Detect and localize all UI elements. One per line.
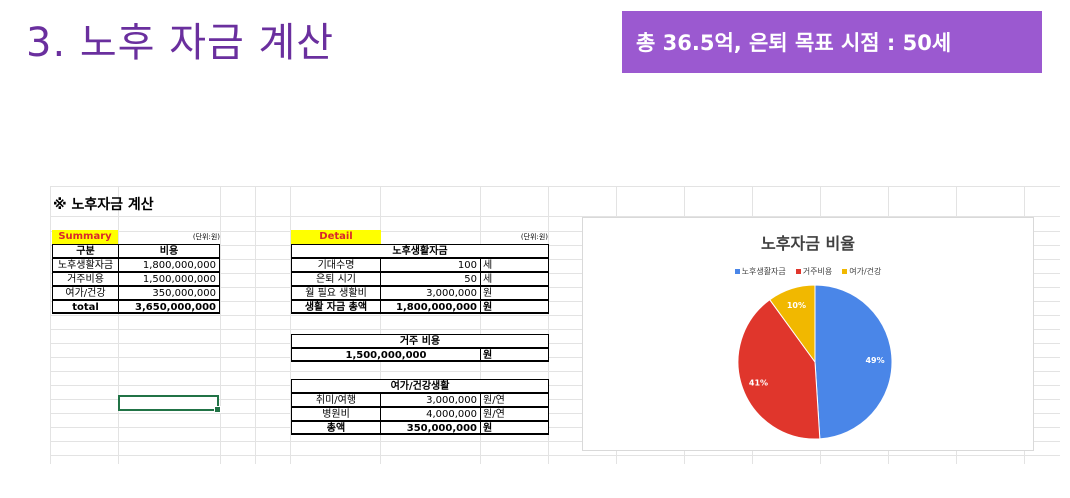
- summary-row-label: 거주비용: [52, 272, 119, 286]
- living-row-unit: 세: [480, 272, 549, 286]
- living-total-value: 1,800,000,000: [380, 300, 481, 314]
- summary-total-label: total: [52, 300, 119, 314]
- living-row-value: 100: [380, 258, 481, 272]
- leisure-row-label: 병원비: [291, 407, 381, 421]
- living-row-value: 3,000,000: [380, 286, 481, 300]
- summary-unit: (단위:원): [192, 233, 220, 241]
- leisure-total-unit: 원: [480, 421, 549, 435]
- pie-data-label: 49%: [865, 356, 884, 365]
- legend-label: 거주비용: [802, 267, 833, 276]
- legend-item: 여가/건강: [842, 266, 881, 277]
- living-total-label: 생활 자금 총액: [291, 300, 381, 314]
- pie-slice[interactable]: [737, 299, 821, 440]
- spreadsheet[interactable]: ※ 노후자금 계산 Summary (단위:원) 구분 비용 노후생활자금 1,…: [50, 186, 1060, 466]
- leisure-total-label: 총액: [291, 421, 381, 435]
- living-row-unit: 원: [480, 286, 549, 300]
- living-row-label: 월 필요 생활비: [291, 286, 381, 300]
- living-row-label: 기대수명: [291, 258, 381, 272]
- legend-label: 노후생활자금: [741, 267, 786, 276]
- housing-unit: 원: [480, 348, 549, 362]
- summary-row-value: 350,000,000: [118, 286, 220, 300]
- legend-item: 노후생활자금: [734, 266, 786, 277]
- summary-header-category: 구분: [52, 244, 119, 258]
- living-total-unit: 원: [480, 300, 549, 314]
- summary-total-value: 3,650,000,000: [118, 300, 220, 314]
- leisure-row-unit: 원/연: [480, 393, 549, 407]
- pie-slice[interactable]: [814, 284, 893, 440]
- sheet-title: ※ 노후자금 계산: [53, 197, 154, 213]
- summary-banner: 총 36.5억, 은퇴 목표 시점 : 50세: [622, 11, 1042, 73]
- pie-chart[interactable]: 노후자금 비율 노후생활자금 거주비용 여가/건강 49% 41% 10%: [582, 217, 1034, 451]
- leisure-header: 여가/건강생활: [291, 379, 549, 393]
- detail-unit: (단위:원): [520, 233, 548, 241]
- legend-swatch: [795, 269, 801, 274]
- pie-data-label: 10%: [787, 301, 806, 310]
- page-title: 3. 노후 자금 계산: [26, 20, 335, 66]
- legend-swatch: [734, 269, 740, 274]
- leisure-row-unit: 원/연: [480, 407, 549, 421]
- pie-slice[interactable]: [769, 284, 816, 364]
- leisure-total-value: 350,000,000: [380, 421, 481, 435]
- leisure-row-label: 취미/여행: [291, 393, 381, 407]
- summary-row-label: 여가/건강: [52, 286, 119, 300]
- chart-title: 노후자금 비율: [761, 234, 855, 253]
- living-row-label: 은퇴 시기: [291, 272, 381, 286]
- living-row-unit: 세: [480, 258, 549, 272]
- pie-svg: 49% 41% 10%: [737, 284, 893, 440]
- summary-tag: Summary: [52, 230, 118, 244]
- legend-swatch: [842, 269, 848, 274]
- living-row-value: 50: [380, 272, 481, 286]
- leisure-row-value: 3,000,000: [380, 393, 481, 407]
- legend-item: 거주비용: [795, 266, 833, 277]
- summary-row-value: 1,800,000,000: [118, 258, 220, 272]
- fill-handle[interactable]: [214, 406, 221, 413]
- summary-header-cost: 비용: [118, 244, 220, 258]
- summary-row-value: 1,500,000,000: [118, 272, 220, 286]
- legend-label: 여가/건강: [849, 267, 882, 276]
- housing-value: 1,500,000,000: [291, 348, 481, 362]
- leisure-row-value: 4,000,000: [380, 407, 481, 421]
- selected-cell[interactable]: [118, 395, 221, 413]
- living-header: 노후생활자금: [291, 244, 549, 258]
- summary-row-label: 노후생활자금: [52, 258, 119, 272]
- detail-tag: Detail: [291, 230, 381, 244]
- chart-legend: 노후생활자금 거주비용 여가/건강: [583, 266, 1033, 277]
- pie-data-label: 41%: [749, 378, 768, 387]
- housing-header: 거주 비용: [291, 334, 549, 348]
